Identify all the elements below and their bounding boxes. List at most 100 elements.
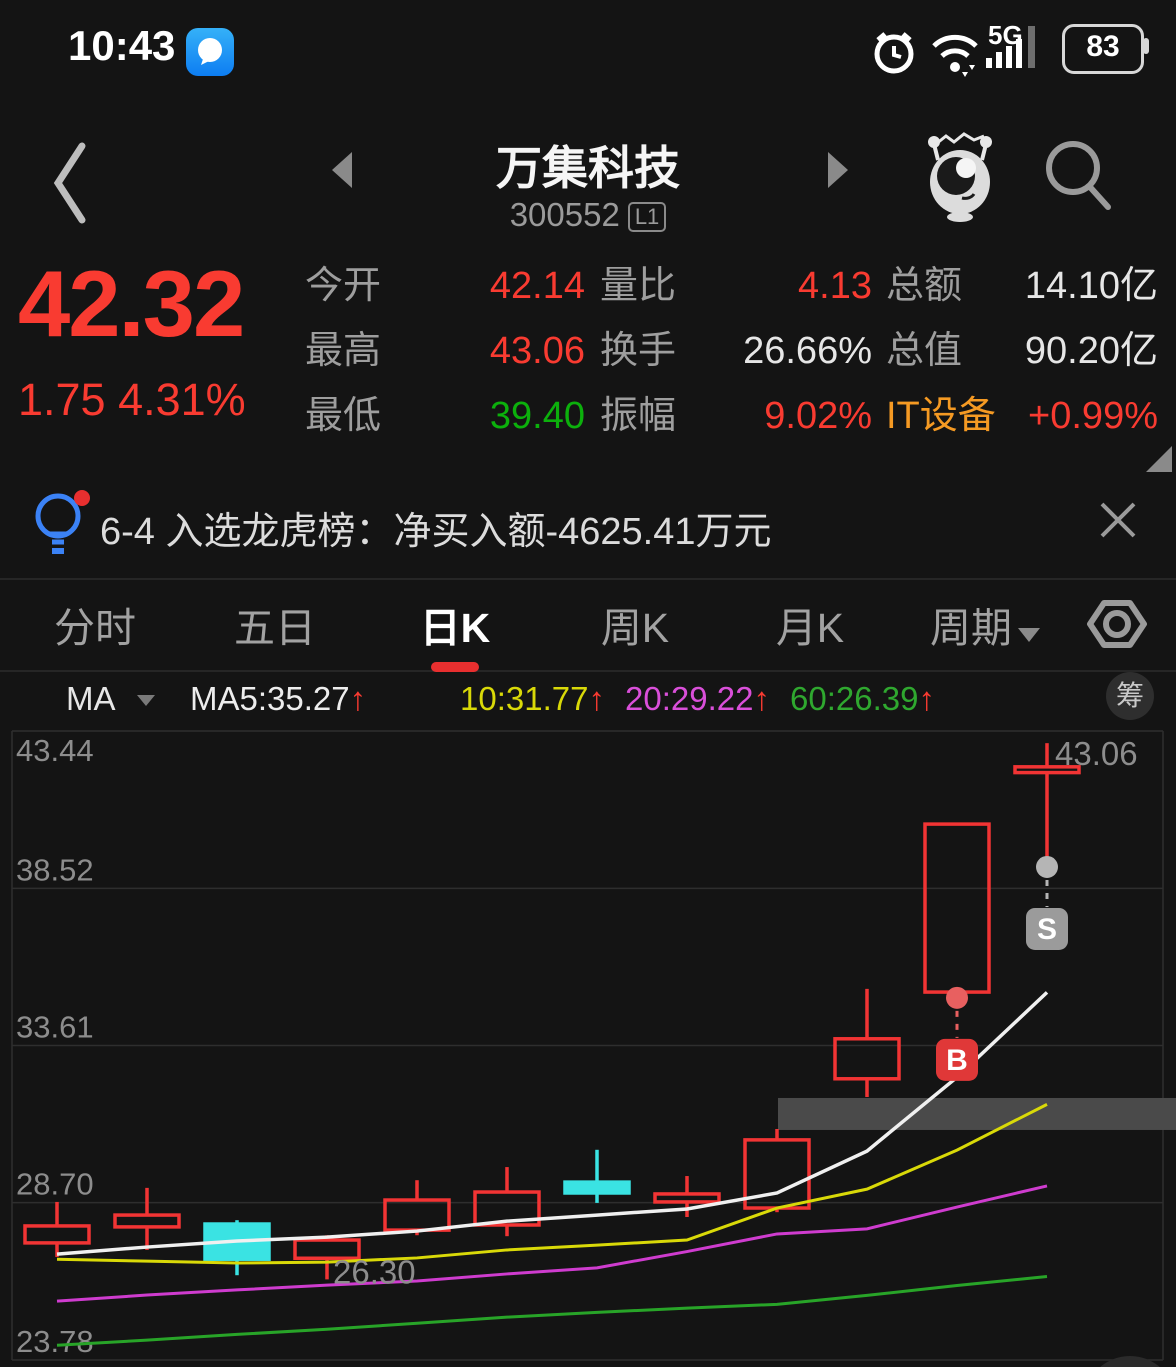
stock-name-title: 万集科技 [496,142,680,194]
tab-period-dropdown[interactable]: 周期 [900,594,1070,654]
clock-time: 10:43 [68,22,176,69]
candle-11 [1013,743,1081,861]
kline-settings-icon[interactable] [1086,597,1148,651]
svg-text:43.44: 43.44 [16,733,94,768]
price-change: 1.75 4.31% [18,374,246,425]
lightbulb-icon [35,490,90,554]
candle-8 [743,1129,811,1213]
field-label: 最高 [305,330,382,372]
chevron-down-icon [136,695,155,706]
industry-change: +0.99% [1028,395,1158,437]
header-bar: 万集科技 300552 L1 [0,110,1176,248]
ma20-value: 20:29.22↑ [625,680,770,717]
quote-row: 总额 14.10亿 [886,262,1158,311]
chat-bubble-icon [198,38,222,65]
quote-row: 最高 43.06 [305,327,585,376]
tab-weekly-k[interactable]: 周K [600,605,670,651]
messages-app-icon [186,28,234,76]
high-price-label: 43.06 [1055,735,1138,772]
quote-row: 今开 42.14 [305,262,585,311]
candle-1 [113,1187,181,1250]
y-axis-labels: 43.44 38.52 33.61 28.70 23.78 [16,733,94,1359]
close-icon[interactable] [1096,498,1140,542]
ma-line-ma20 [56,1184,1048,1303]
stock-code: 300552 [509,196,620,233]
indicator-selector[interactable]: MA [66,680,155,718]
tab-daily-k[interactable]: 日K [360,594,550,672]
status-bar: 10:43 5G 83 [0,0,1176,110]
back-icon[interactable] [48,138,92,228]
candle-9 [833,988,901,1098]
field-value: 39.40 [489,395,585,437]
field-label: 换手 [600,330,677,372]
quote-panel: 42.32 1.75 4.31% 今开 42.14 最高 43.06 最低 39… [0,248,1176,472]
candle-7 [653,1176,721,1217]
candle-5 [473,1167,541,1237]
tab-monthly-k[interactable]: 月K [775,605,845,651]
svg-text:B: B [946,1044,968,1077]
field-label: 总额 [886,265,963,307]
svg-text:23.78: 23.78 [16,1324,94,1359]
tab-5day[interactable]: 五日 [234,605,316,651]
battery-indicator: 83 [1062,24,1144,74]
svg-text:28.70: 28.70 [16,1167,94,1202]
wifi-icon [932,34,978,77]
quote-row: 振幅 9.02% [600,392,872,441]
prev-stock-icon[interactable] [328,150,354,190]
field-label: 量比 [600,265,677,307]
signal-bars-icon [986,26,1035,68]
quote-col-1: 今开 42.14 最高 43.06 最低 39.40 [305,262,585,441]
chip-distribution-button[interactable]: 筹 [1106,672,1154,720]
ma10-value: 10:31.77↑ [460,680,605,717]
quote-col-3: 总额 14.10亿 总值 90.20亿 IT设备 +0.99% [886,262,1158,441]
battery-tip [1143,38,1149,54]
news-banner[interactable]: 6-4 入选龙虎榜：净买入额-4625.41万元 [0,470,1176,580]
field-value: 9.02% [764,395,872,437]
quote-col-2: 量比 4.13 换手 26.66% 振幅 9.02% [600,262,872,441]
chip-peak-band [778,1097,1176,1130]
ma5-value: MA5:35.27↑ [190,680,367,717]
quote-level-badge: L1 [627,202,667,233]
next-stock-icon[interactable] [826,150,852,190]
search-icon[interactable] [1040,136,1116,216]
quote-row: 最低 39.40 [305,392,585,441]
battery-percent: 83 [1086,30,1120,63]
field-value: 42.14 [489,265,585,307]
period-tab-bar: 分时 五日 日K 周K 月K 周期 [0,578,1176,672]
tab-minute[interactable]: 分时 [54,605,136,651]
ma60-value: 60:26.39↑ [790,680,935,717]
field-value: 14.10亿 [1024,265,1158,307]
svg-text:S: S [1037,913,1057,946]
quote-row: IT设备 +0.99% [886,392,1158,441]
expand-corner-icon[interactable] [1146,446,1172,472]
field-label: 总值 [886,330,963,372]
svg-text:33.61: 33.61 [16,1010,94,1045]
active-tab-underline [431,662,479,672]
stock-code-row: 300552 L1 [0,196,1176,234]
field-value: 26.66% [743,330,872,372]
field-label: 今开 [305,265,382,307]
candle-10 [923,822,991,994]
ma-line-ma5 [56,991,1049,1256]
field-value: 4.13 [798,265,872,307]
sell-marker: S [1026,855,1068,950]
alarm-icon [874,32,914,74]
candle-2 [203,1220,271,1276]
buy-marker: B [936,986,978,1081]
industry-link[interactable]: IT设备 [886,395,996,437]
quote-row: 量比 4.13 [600,262,872,311]
candle-6 [563,1149,631,1203]
field-label: 振幅 [600,395,677,437]
low-price-label: 26.30 [333,1253,416,1290]
candle-0 [23,1201,91,1257]
chevron-down-icon [1018,628,1040,642]
indicator-bar: MA MA5:35.27↑ 10:31.77↑ 20:29.22↑ 60:26.… [0,672,1176,730]
ma-line-ma10 [56,1103,1048,1265]
ma-line-ma60 [56,1275,1048,1347]
news-banner-text[interactable]: 6-4 入选龙虎榜：净买入额-4625.41万元 [100,511,772,553]
field-label: 最低 [305,395,382,437]
field-value: 90.20亿 [1024,330,1158,372]
assistant-mascot-icon[interactable] [922,126,998,222]
